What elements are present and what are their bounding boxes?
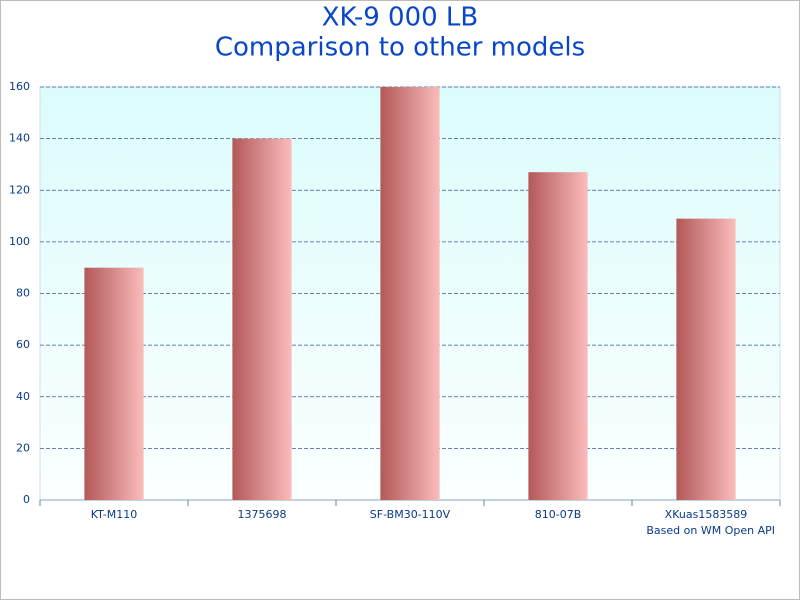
y-tick-label: 100 <box>9 235 30 248</box>
chart-subtitle: Comparison to other models <box>215 33 585 63</box>
y-tick-label: 120 <box>9 183 30 196</box>
y-tick-label: 160 <box>9 80 30 93</box>
x-tick-label: KT-M110 <box>91 508 138 521</box>
y-tick-label: 80 <box>16 287 30 300</box>
x-tick-label: 1375698 <box>238 508 287 521</box>
y-tick-label: 40 <box>16 390 30 403</box>
bar <box>528 172 588 500</box>
y-tick-label: 20 <box>16 441 30 454</box>
annotation: Based on WM Open API <box>646 524 775 537</box>
y-tick-label: 60 <box>16 338 30 351</box>
bar <box>676 218 736 501</box>
x-tick-label: XKuas1583589 <box>665 508 748 521</box>
chart-title: XK-9 000 LB <box>322 3 479 33</box>
bar <box>84 267 144 500</box>
y-tick-label: 140 <box>9 132 30 145</box>
y-tick-label: 0 <box>23 493 30 506</box>
bar <box>380 87 440 500</box>
x-tick-label: 810-07B <box>535 508 582 521</box>
bar <box>232 138 292 500</box>
x-tick-label: SF-BM30-110V <box>370 508 451 521</box>
